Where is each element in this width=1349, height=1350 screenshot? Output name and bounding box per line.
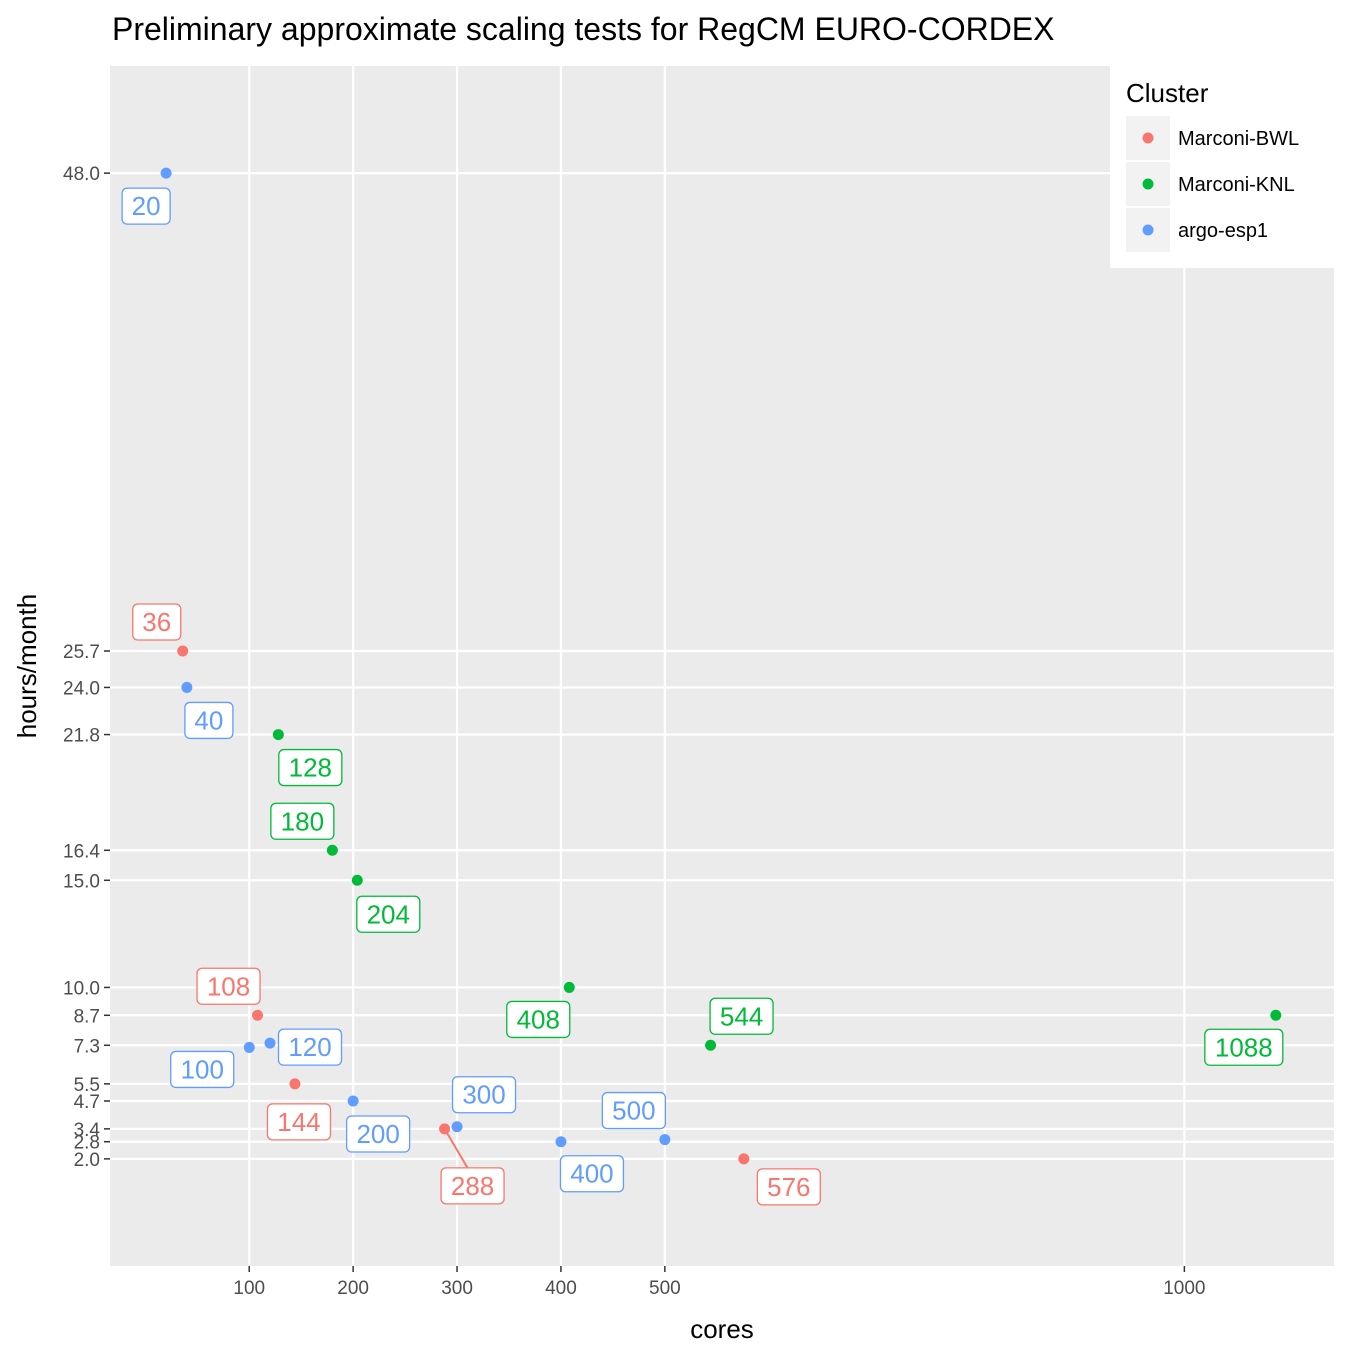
point-label: 20 bbox=[132, 191, 161, 221]
data-point bbox=[1270, 1009, 1282, 1021]
legend-entries: Marconi-BWL Marconi-KNL argo-esp1 bbox=[1126, 116, 1299, 252]
chart-title: Preliminary approximate scaling tests fo… bbox=[112, 11, 1054, 47]
point-label: 500 bbox=[612, 1096, 655, 1126]
data-point bbox=[243, 1041, 255, 1053]
y-tick-label: 7.3 bbox=[74, 1036, 100, 1057]
point-label-box bbox=[121, 187, 171, 225]
point-label-box bbox=[184, 701, 234, 740]
legend-title: Cluster bbox=[1126, 78, 1209, 108]
y-tick-label: 16.4 bbox=[63, 841, 100, 862]
label-layer: 36 108 144 288 576 128 180 204 408 544 1088 20 40 100… bbox=[121, 187, 1284, 1206]
data-point bbox=[289, 1078, 301, 1090]
legend-label: Marconi-BWL bbox=[1178, 128, 1299, 150]
data-point bbox=[347, 1095, 359, 1107]
y-tick-label: 2.8 bbox=[74, 1133, 100, 1154]
point-label: 40 bbox=[194, 705, 223, 735]
data-point bbox=[264, 1037, 276, 1049]
data-point bbox=[272, 729, 284, 741]
point-label-box bbox=[132, 603, 182, 641]
point-label: 200 bbox=[356, 1119, 399, 1149]
point-label: 408 bbox=[517, 1004, 560, 1034]
point-label-box bbox=[270, 802, 335, 840]
point-label-box bbox=[756, 1168, 821, 1206]
data-point bbox=[181, 681, 193, 693]
data-point bbox=[439, 1123, 451, 1135]
point-label: 544 bbox=[720, 1001, 763, 1031]
legend: Cluster Marconi-BWL Marconi-KNL argo-esp1 bbox=[1110, 66, 1334, 268]
data-point bbox=[351, 874, 363, 886]
data-point bbox=[555, 1136, 567, 1148]
y-tick-label: 4.7 bbox=[74, 1092, 100, 1113]
y-tick-label: 8.7 bbox=[74, 1006, 100, 1027]
point-label-box bbox=[278, 748, 343, 787]
point-label: 1088 bbox=[1215, 1032, 1273, 1062]
point-label-box bbox=[506, 1000, 571, 1039]
point-label-box bbox=[345, 1115, 411, 1153]
data-point bbox=[160, 167, 172, 179]
x-tick-label: 100 bbox=[233, 1278, 265, 1299]
data-point bbox=[705, 1039, 717, 1051]
legend-label: argo-esp1 bbox=[1178, 220, 1268, 242]
data-point bbox=[177, 645, 189, 657]
point-label-box bbox=[709, 997, 774, 1035]
point-label-box bbox=[277, 1028, 343, 1066]
y-tick-label: 25.7 bbox=[63, 642, 100, 663]
legend-key-dot bbox=[1142, 178, 1154, 190]
label-leader-line bbox=[443, 1128, 469, 1169]
point-label: 288 bbox=[451, 1171, 494, 1201]
y-tick-label: 21.8 bbox=[63, 726, 100, 747]
y-axis-title: hours/month bbox=[12, 594, 42, 739]
point-label: 144 bbox=[277, 1107, 320, 1137]
point-label-box bbox=[170, 1050, 235, 1089]
y-tick-label: 24.0 bbox=[63, 678, 100, 699]
legend-key-dot bbox=[1142, 224, 1154, 236]
point-label: 108 bbox=[207, 971, 250, 1001]
y-tick-label: 48.0 bbox=[63, 164, 100, 185]
point-layer bbox=[160, 167, 1282, 1165]
point-label-box bbox=[601, 1091, 667, 1130]
point-label-box bbox=[451, 1076, 517, 1114]
point-label: 400 bbox=[570, 1159, 613, 1189]
data-point bbox=[451, 1121, 463, 1133]
y-tick-label: 15.0 bbox=[63, 871, 100, 892]
point-label-box bbox=[196, 967, 261, 1005]
y-tick-label: 10.0 bbox=[63, 978, 100, 999]
data-point bbox=[252, 1009, 264, 1021]
legend-key-dot bbox=[1142, 132, 1154, 144]
point-label: 100 bbox=[181, 1054, 224, 1084]
x-tick-label: 400 bbox=[545, 1278, 577, 1299]
point-label: 120 bbox=[288, 1032, 331, 1062]
data-point bbox=[659, 1134, 671, 1146]
x-tick-label: 1000 bbox=[1163, 1278, 1205, 1299]
point-label: 36 bbox=[142, 607, 171, 637]
x-tick-label: 500 bbox=[649, 1278, 681, 1299]
point-label-box bbox=[1204, 1028, 1284, 1066]
data-point bbox=[563, 981, 575, 993]
point-label: 300 bbox=[462, 1080, 505, 1110]
point-label: 180 bbox=[281, 806, 324, 836]
legend-label: Marconi-KNL bbox=[1178, 174, 1295, 196]
x-tick-label: 300 bbox=[441, 1278, 473, 1299]
y-tick-label: 5.5 bbox=[74, 1075, 100, 1096]
point-label-box bbox=[266, 1103, 332, 1141]
data-point bbox=[326, 844, 338, 856]
x-tick-label: 200 bbox=[337, 1278, 369, 1299]
point-label-box bbox=[559, 1155, 625, 1193]
x-axis-title: cores bbox=[690, 1314, 754, 1344]
y-tick-label: 3.4 bbox=[74, 1120, 101, 1141]
data-point bbox=[738, 1153, 750, 1165]
point-label: 128 bbox=[289, 753, 332, 783]
point-label: 576 bbox=[767, 1172, 810, 1202]
tick-layer: 100 200 300 400 500 1000 2.02.83.4 4.75.5 7.3 8.7… bbox=[63, 164, 1206, 1299]
y-tick-label: 2.0 bbox=[74, 1150, 100, 1171]
point-label-box bbox=[440, 1167, 505, 1205]
point-label-box bbox=[356, 895, 421, 933]
point-label: 204 bbox=[367, 899, 410, 929]
